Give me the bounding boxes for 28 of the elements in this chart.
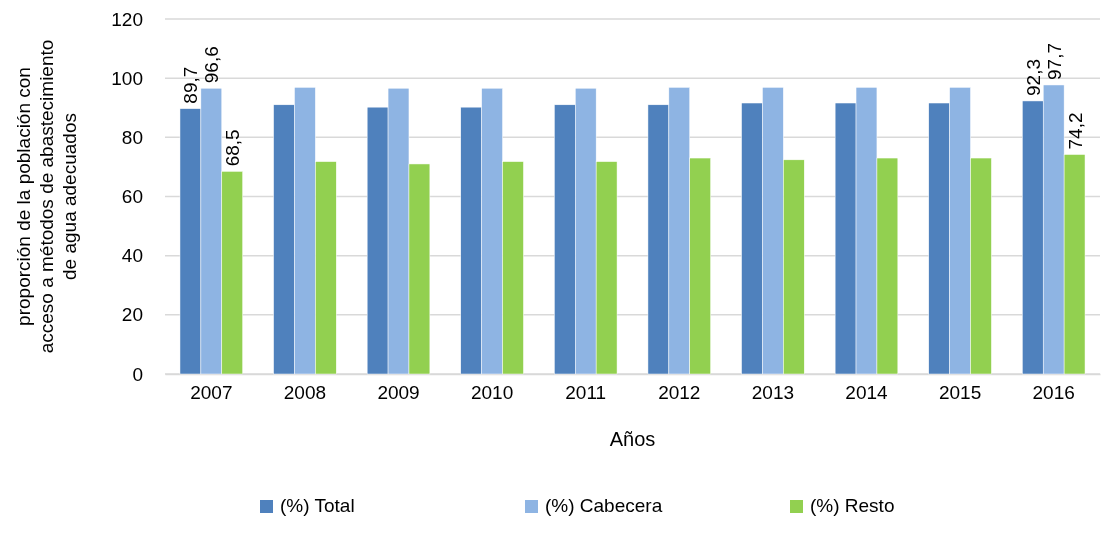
x-tick-label: 2016	[1032, 382, 1075, 404]
x-tick-label: 2007	[190, 382, 233, 404]
x-tick-label: 2014	[845, 382, 889, 404]
y-tick-label: 100	[111, 67, 143, 89]
x-tick-label: 2015	[938, 382, 982, 404]
legend-label: (%) Resto	[810, 495, 895, 516]
x-tick-label: 2011	[565, 382, 607, 404]
data-label: 96,6	[201, 46, 223, 84]
data-label: 89,7	[180, 66, 202, 104]
x-tick-label: 2012	[658, 382, 701, 404]
y-tick-label: 40	[121, 245, 143, 267]
data-label: 92,3	[1022, 58, 1044, 96]
y-tick-label: 20	[121, 304, 143, 326]
x-tick-label: 2008	[283, 382, 327, 404]
x-tick-label: 2009	[377, 382, 420, 404]
data-label: 68,5	[222, 129, 244, 167]
y-axis-title: proporción de la población con acceso a métodos de abastecimiento de agua adecuados	[13, 39, 80, 354]
legend-label: (%) Cabecera	[545, 495, 663, 516]
y-tick-label: 80	[121, 126, 143, 148]
y-tick-label: 60	[121, 186, 143, 208]
y-tick-label: 120	[111, 8, 143, 30]
x-tick-label: 2010	[470, 382, 514, 404]
x-axis-title: Años	[609, 428, 656, 450]
y-tick-label: 0	[132, 363, 143, 385]
x-tick-label: 2013	[751, 382, 795, 404]
data-label: 74,2	[1064, 112, 1086, 150]
data-label: 97,7	[1043, 42, 1065, 80]
legend-label: (%) Total	[280, 495, 355, 516]
